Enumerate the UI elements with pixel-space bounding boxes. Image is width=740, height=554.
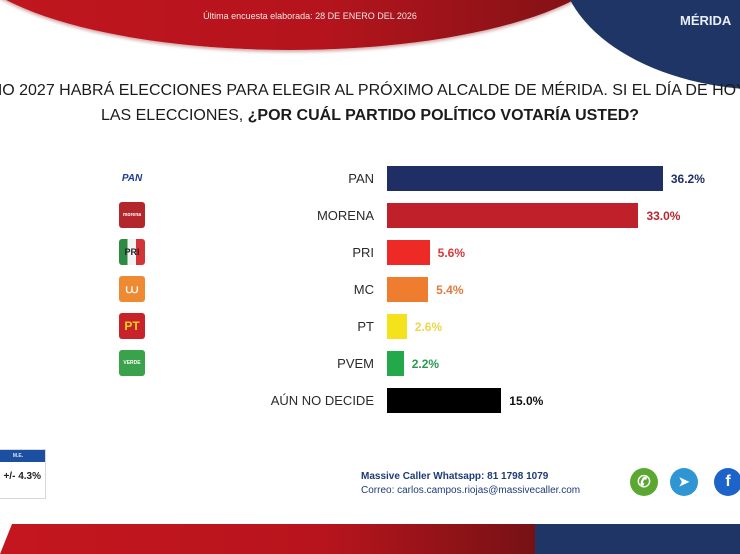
bar-value: 5.6%	[437, 246, 466, 260]
bar-label: MORENA	[316, 208, 374, 223]
margin-of-error-label: M.E.	[0, 450, 45, 462]
bar-label: AÚN NO DECIDE	[270, 393, 374, 408]
bar-label: PVEM	[337, 356, 374, 371]
facebook-icon[interactable]: f	[714, 468, 740, 496]
telegram-icon[interactable]: ➤	[670, 468, 698, 496]
bar-value: 33.0%	[646, 209, 681, 223]
pt-logo-icon: PT	[119, 313, 145, 339]
mc-logo-icon: ⩊	[119, 276, 145, 302]
bar-label: PRI	[352, 245, 374, 260]
bar-value: 5.4%	[436, 283, 464, 297]
bar-label: MC	[353, 282, 374, 297]
question-line-2-bold: ¿POR CUÁL PARTIDO POLÍTICO VOTARÍA USTED…	[247, 107, 640, 124]
question-text: AÑO 2027 HABRÁ ELECCIONES PARA ELEGIR AL…	[0, 78, 740, 128]
question-line-2: LAS ELECCIONES, ¿POR CUÁL PARTIDO POLÍTI…	[0, 103, 740, 128]
pvem-logo-icon: VERDE	[119, 350, 145, 376]
header-red-banner	[0, 0, 620, 50]
bar-a-n-no-decide	[387, 388, 502, 413]
margin-of-error-value: +/- 4.3%	[3, 471, 41, 482]
bar-pt	[387, 314, 407, 339]
pri-logo-icon: PRI	[119, 239, 145, 265]
contact-info: Massive Caller Whatsapp: 81 1798 1079 Co…	[361, 470, 580, 498]
bar-value: 2.6%	[414, 320, 443, 334]
email-contact: Correo: carlos.campos.riojas@massivecall…	[361, 485, 581, 496]
city-label: MÉRIDA	[680, 13, 732, 28]
bar-morena	[387, 203, 639, 228]
bar-pan	[387, 166, 663, 191]
bar-value: 2.2%	[411, 357, 440, 371]
footer-blue-banner	[535, 524, 740, 554]
bar-pvem	[387, 351, 404, 376]
bar-label: PAN	[348, 171, 374, 186]
bar-pri	[387, 240, 430, 265]
bar-value: 15.0%	[509, 394, 544, 408]
whatsapp-contact: Massive Caller Whatsapp: 81 1798 1079	[361, 471, 549, 482]
margin-of-error-box: M.E. +/- 4.3%	[0, 449, 46, 499]
bar-label: PT	[357, 319, 374, 334]
bar-mc	[387, 277, 429, 302]
question-line-2-normal: LAS ELECCIONES,	[100, 107, 248, 124]
morena-logo-icon: morena	[119, 202, 145, 228]
question-line-1: AÑO 2027 HABRÁ ELECCIONES PARA ELEGIR AL…	[0, 82, 740, 99]
pan-logo-icon: PAN	[121, 172, 143, 184]
bar-value: 36.2%	[670, 172, 705, 186]
whatsapp-icon[interactable]: ✆	[630, 468, 658, 496]
footer-red-banner	[0, 524, 540, 554]
survey-date: Última encuesta elaborada: 28 DE ENERO D…	[203, 11, 417, 21]
